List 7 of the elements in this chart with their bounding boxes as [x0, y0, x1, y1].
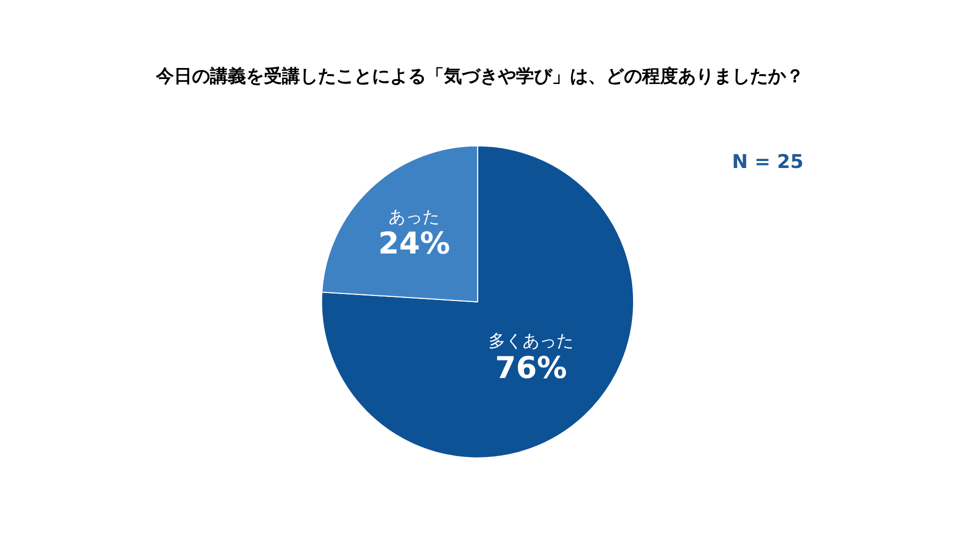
text: N = 25 — [732, 151, 804, 173]
slice-label: あった — [388, 207, 440, 228]
chart-title: 今日の講義を受講したことによる「気づきや学び」は、どの程度ありましたか？ — [155, 66, 804, 87]
slice-label: 多くあった — [488, 332, 574, 352]
pie-slice — [321, 145, 634, 458]
data-label: 76% — [495, 350, 567, 386]
data-label: 24% — [378, 226, 450, 262]
